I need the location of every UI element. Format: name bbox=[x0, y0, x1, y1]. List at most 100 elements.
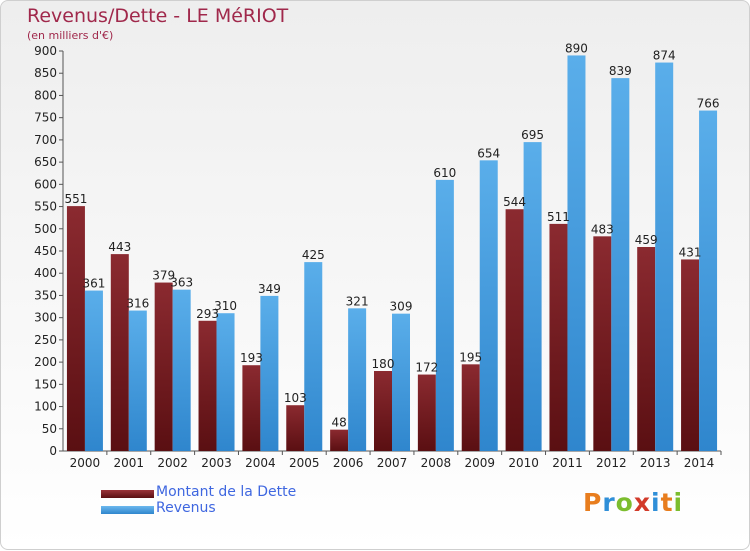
bar-revenue bbox=[611, 78, 630, 451]
data-label-revenue: 321 bbox=[346, 294, 369, 308]
logo-letter: o bbox=[615, 488, 634, 517]
data-label-revenue: 309 bbox=[390, 300, 413, 314]
legend-label-revenue: Revenus bbox=[156, 500, 216, 516]
x-tick-label: 2000 bbox=[70, 456, 101, 470]
x-tick-label: 2001 bbox=[114, 456, 145, 470]
y-tick-label: 0 bbox=[49, 444, 57, 458]
chart-data-labels: 551 443 379 293 193 103 48 180 172 195 544 511 483 45… bbox=[64, 41, 719, 429]
y-tick-label: 550 bbox=[34, 200, 57, 214]
logo-letter: P bbox=[583, 488, 603, 517]
data-label-debt: 379 bbox=[152, 269, 175, 283]
chart-bars bbox=[66, 55, 718, 452]
x-tick-label: 2002 bbox=[157, 456, 188, 470]
y-tick-label: 100 bbox=[34, 400, 57, 414]
legend-label-debt: Montant de la Dette bbox=[156, 484, 297, 500]
bar-debt bbox=[374, 371, 392, 451]
y-tick-label: 150 bbox=[34, 377, 57, 391]
data-label-debt: 48 bbox=[331, 416, 346, 430]
data-label-revenue: 839 bbox=[609, 64, 632, 78]
x-tick-label: 2013 bbox=[640, 456, 671, 470]
bar-debt bbox=[461, 364, 480, 451]
data-label-debt: 195 bbox=[459, 350, 482, 364]
data-label-debt: 193 bbox=[240, 351, 263, 365]
data-label-debt: 431 bbox=[679, 245, 702, 259]
y-tick-label: 650 bbox=[34, 155, 57, 169]
x-tick-label: 2012 bbox=[596, 456, 627, 470]
y-tick-label: 750 bbox=[34, 111, 57, 125]
y-tick-label: 400 bbox=[34, 266, 57, 280]
x-tick-label: 2010 bbox=[508, 456, 539, 470]
x-tick-label: 2003 bbox=[201, 456, 232, 470]
x-tick-label: 2005 bbox=[289, 456, 320, 470]
bar-revenue bbox=[172, 289, 191, 451]
data-label-revenue: 425 bbox=[302, 248, 325, 262]
bar-debt bbox=[330, 429, 349, 451]
bar-debt bbox=[110, 254, 129, 451]
data-label-debt: 483 bbox=[591, 222, 614, 236]
bar-revenue bbox=[479, 160, 498, 452]
bar-revenue bbox=[84, 290, 103, 451]
bar-debt bbox=[505, 209, 524, 451]
data-label-revenue: 363 bbox=[170, 276, 193, 290]
bar-revenue bbox=[699, 110, 718, 452]
proxiti-logo: Proxiti bbox=[583, 488, 683, 517]
y-tick-label: 300 bbox=[34, 311, 57, 325]
data-label-debt: 544 bbox=[503, 195, 526, 209]
logo-letter: x bbox=[633, 488, 651, 517]
x-tick-label: 2007 bbox=[377, 456, 408, 470]
bar-revenue bbox=[655, 62, 674, 452]
data-label-debt: 172 bbox=[415, 361, 438, 375]
data-label-debt: 293 bbox=[196, 307, 219, 321]
y-tick-label: 500 bbox=[34, 222, 57, 236]
data-label-debt: 443 bbox=[108, 240, 131, 254]
data-label-revenue: 316 bbox=[126, 297, 149, 311]
data-label-revenue: 349 bbox=[258, 282, 281, 296]
y-tick-label: 600 bbox=[34, 177, 57, 191]
bar-debt bbox=[198, 320, 217, 451]
logo-letter: r bbox=[602, 488, 616, 517]
bar-revenue bbox=[392, 313, 410, 451]
y-tick-label: 50 bbox=[42, 422, 57, 436]
data-label-revenue: 654 bbox=[477, 146, 500, 160]
logo-letter: t bbox=[660, 488, 674, 517]
bar-revenue bbox=[260, 295, 279, 451]
bar-debt bbox=[417, 374, 436, 451]
y-tick-label: 900 bbox=[34, 44, 57, 58]
data-label-revenue: 890 bbox=[565, 41, 588, 55]
chart-subtitle: (en milliers d'€) bbox=[27, 29, 114, 42]
data-label-revenue: 310 bbox=[214, 299, 237, 313]
y-tick-label: 700 bbox=[34, 133, 57, 147]
bar-revenue bbox=[435, 179, 454, 451]
data-label-debt: 103 bbox=[284, 391, 307, 405]
chart-title: Revenus/Dette - LE MéRIOT bbox=[27, 5, 289, 27]
bar-revenue bbox=[216, 313, 235, 451]
bar-debt bbox=[66, 206, 85, 451]
bar-revenue bbox=[128, 310, 147, 451]
bar-debt bbox=[681, 259, 700, 451]
data-label-revenue: 766 bbox=[697, 97, 720, 111]
x-tick-label: 2011 bbox=[552, 456, 583, 470]
bar-debt bbox=[593, 236, 612, 451]
bar-debt bbox=[637, 247, 656, 451]
data-label-debt: 180 bbox=[372, 357, 395, 371]
data-label-debt: 459 bbox=[635, 233, 658, 247]
y-tick-label: 800 bbox=[34, 88, 57, 102]
x-tick-label: 2009 bbox=[464, 456, 495, 470]
legend-swatch-revenue bbox=[101, 506, 154, 514]
x-tick-label: 2008 bbox=[421, 456, 452, 470]
data-label-revenue: 610 bbox=[433, 166, 456, 180]
x-tick-label: 2006 bbox=[333, 456, 364, 470]
bar-revenue bbox=[348, 308, 367, 451]
data-label-debt: 511 bbox=[547, 210, 570, 224]
x-tick-label: 2014 bbox=[684, 456, 715, 470]
bar-debt bbox=[286, 405, 305, 451]
logo-letter: i bbox=[651, 488, 661, 517]
bar-debt bbox=[154, 282, 173, 451]
y-tick-label: 350 bbox=[34, 288, 57, 302]
bar-revenue bbox=[523, 142, 542, 451]
data-label-revenue: 874 bbox=[653, 49, 676, 63]
data-label-debt: 551 bbox=[64, 192, 87, 206]
x-tick-label: 2004 bbox=[245, 456, 276, 470]
